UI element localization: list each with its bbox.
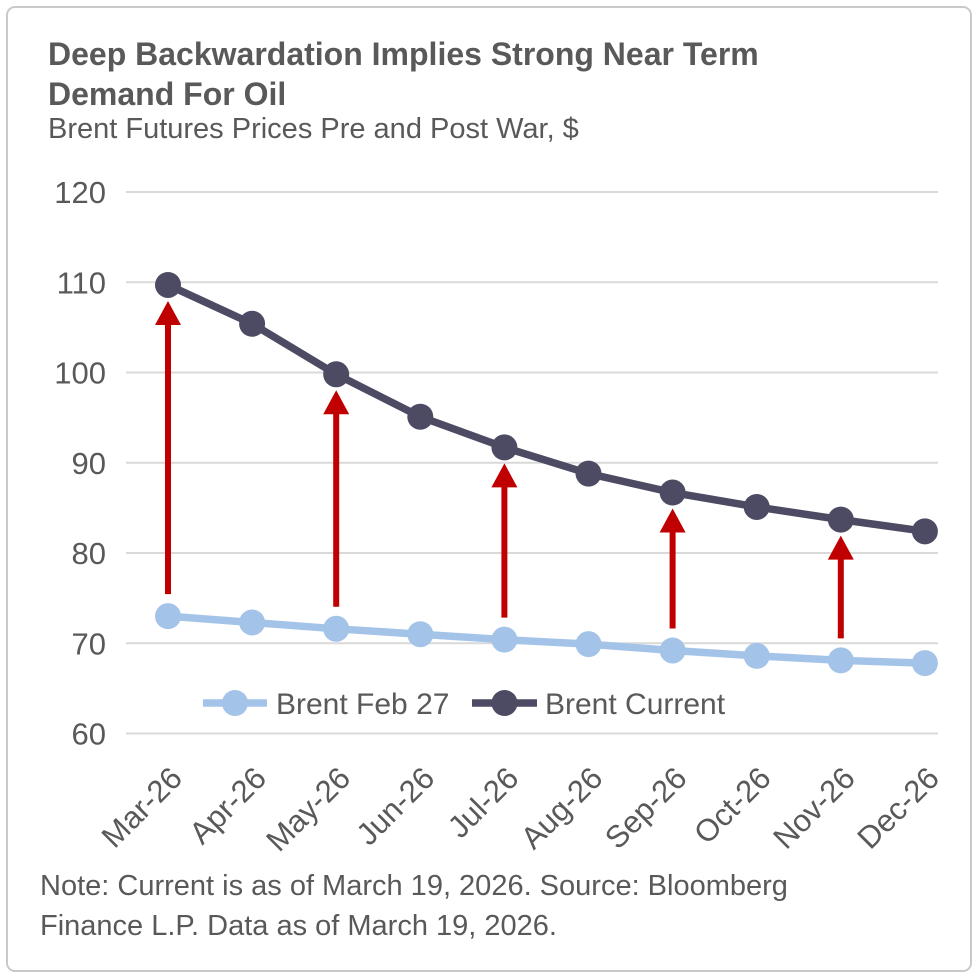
data-point-marker (743, 493, 770, 520)
series-line (164, 612, 929, 667)
x-tick-label: May-26 (259, 760, 357, 858)
chart-title: Deep Backwardation Implies Strong Near T… (48, 34, 908, 114)
gridlines (126, 191, 938, 735)
x-tick-label: Jul-26 (441, 760, 525, 844)
y-axis-labels: 120 110 100 90 80 70 60 (54, 175, 106, 752)
data-point-marker (491, 626, 518, 653)
up-arrow-head (323, 390, 350, 415)
data-point-marker (491, 434, 518, 461)
x-tick-label: Sep-26 (598, 760, 693, 855)
legend: Brent Feb 27 Brent Current (203, 688, 726, 721)
data-point-marker (659, 637, 686, 664)
up-arrow-head (659, 508, 686, 533)
x-tick-label: Aug-26 (514, 760, 609, 855)
source-note-line1: Note: Current is as of March 19, 2026. S… (40, 870, 788, 902)
y-tick-label: 70 (72, 626, 106, 661)
legend-swatch-marker (222, 690, 248, 716)
data-point-marker (407, 403, 434, 430)
x-tick-label: Dec-26 (850, 760, 945, 855)
y-tick-label: 60 (72, 717, 106, 752)
y-tick-label: 120 (54, 175, 106, 210)
y-tick-label: 90 (72, 446, 106, 481)
series-brent-current (155, 271, 938, 545)
x-tick-label: Mar-26 (95, 760, 189, 854)
up-arrow-head (827, 535, 854, 560)
data-point-marker (743, 642, 770, 669)
chart-title-line1: Deep Backwardation Implies Strong Near T… (48, 36, 759, 72)
data-point-marker (911, 650, 938, 677)
chart-subtitle: Brent Futures Prices Pre and Post War, $ (48, 113, 579, 145)
data-point-marker (239, 310, 266, 337)
legend-swatch-marker (491, 690, 518, 716)
up-arrow-head (155, 300, 181, 325)
series-line (164, 281, 929, 536)
data-point-marker (659, 479, 686, 506)
y-tick-label: 110 (57, 265, 106, 300)
backwardation-arrows (155, 300, 854, 639)
legend-label: Brent Current (545, 688, 726, 721)
y-tick-label: 100 (54, 356, 106, 391)
x-tick-label: Apr-26 (183, 760, 274, 851)
data-point-marker (575, 631, 602, 658)
data-point-marker (911, 518, 938, 545)
legend-item: Brent Feb 27 (203, 688, 449, 721)
data-point-marker (155, 271, 181, 298)
x-tick-label: Nov-26 (766, 760, 861, 855)
legend-label: Brent Feb 27 (276, 688, 449, 721)
data-point-marker (575, 460, 602, 487)
up-arrow-head (491, 463, 518, 488)
data-point-marker (827, 647, 854, 674)
data-point-marker (827, 506, 854, 533)
series-brent-feb-27 (155, 603, 938, 677)
data-point-marker (407, 621, 434, 648)
source-note: Note: Current is as of March 19, 2026. S… (40, 866, 930, 946)
source-note-line2: Finance L.P. Data as of March 19, 2026. (40, 910, 557, 942)
data-point-marker (323, 361, 350, 388)
chart-title-line2: Demand For Oil (48, 76, 287, 112)
data-point-marker (155, 603, 181, 630)
data-point-marker (323, 615, 350, 642)
legend-item: Brent Current (472, 688, 726, 721)
y-tick-label: 80 (72, 536, 106, 571)
data-point-marker (239, 609, 266, 636)
x-tick-label: Oct-26 (687, 760, 778, 851)
x-tick-label: Jun-26 (349, 760, 441, 852)
